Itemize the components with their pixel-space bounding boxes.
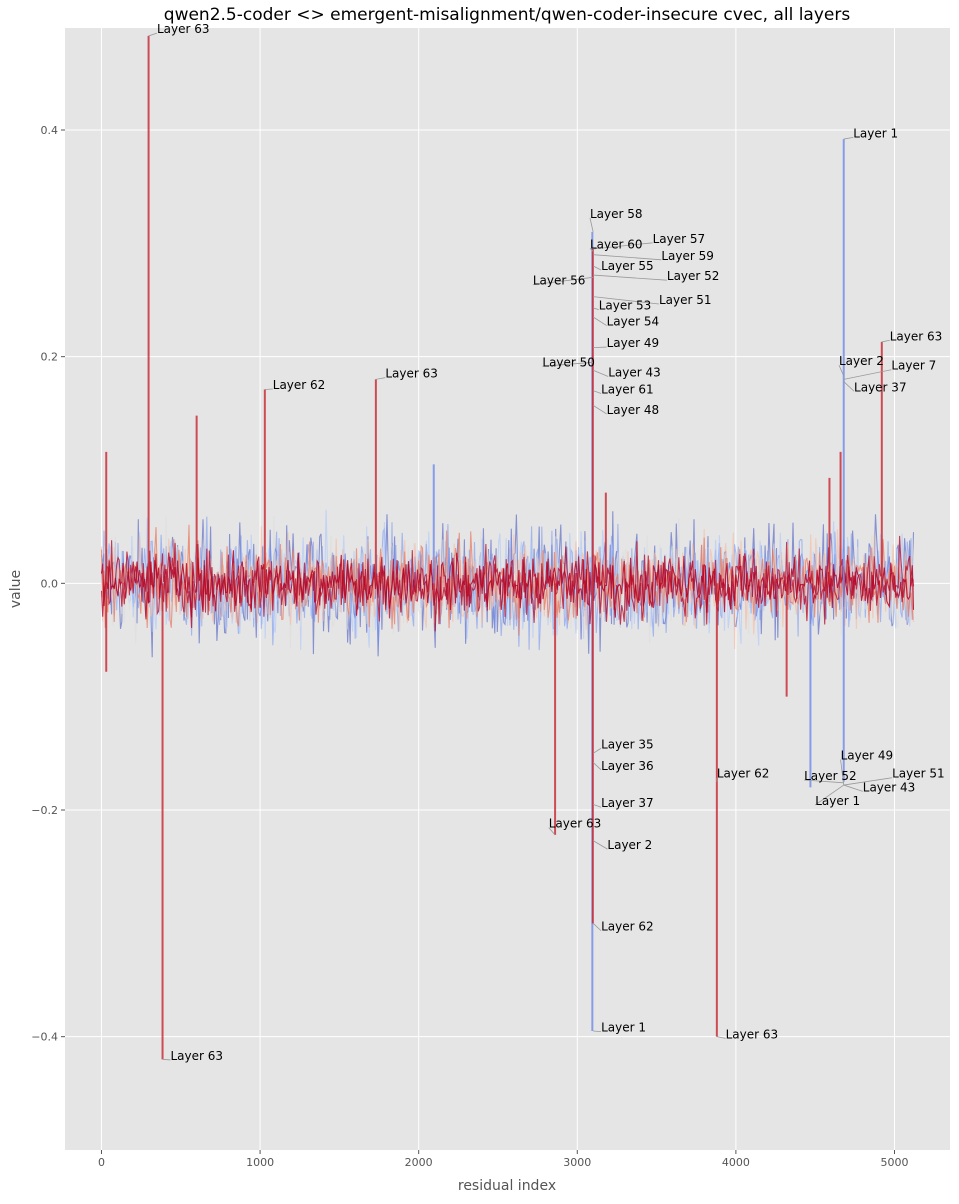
annotation-label: Layer 1	[853, 126, 898, 140]
annotation-label: Layer 58	[590, 207, 643, 221]
annotation-label: Layer 53	[599, 299, 652, 313]
annotation-leader	[375, 377, 386, 380]
annotation-label: Layer 54	[607, 315, 660, 329]
annotation-leader	[593, 390, 602, 394]
annotation-leader	[593, 274, 667, 281]
annotation-label: Layer 7	[891, 359, 936, 373]
annotation-label: Layer 63	[157, 22, 210, 36]
annotation-label: Layer 49	[607, 336, 660, 350]
x-tick-label: 1000	[246, 1156, 274, 1169]
annotation-leader	[716, 1036, 726, 1039]
annotation-leader	[589, 248, 594, 252]
annotation-label: Layer 51	[659, 293, 712, 307]
annotation-leader	[592, 369, 609, 377]
x-tick-label: 2000	[405, 1156, 433, 1169]
annotation-leader	[592, 923, 602, 932]
y-tick-label: −0.2	[31, 804, 58, 817]
annotation-leader	[804, 779, 844, 784]
annotations: Layer 63 Layer 62 Layer 63 Layer 1 Layer 58 L…	[148, 22, 945, 1063]
annotation-label: Layer 48	[607, 403, 660, 417]
noise-band	[100, 509, 915, 658]
spikes	[105, 35, 883, 1060]
annotation-label: Layer 62	[273, 378, 326, 392]
annotation-label: Layer 43	[863, 780, 916, 794]
annotation-leader	[162, 1058, 171, 1061]
annotation-leader	[593, 307, 599, 311]
annotation-label: Layer 37	[854, 380, 907, 394]
annotation-label: Layer 49	[841, 749, 894, 763]
annotation-label: Layer 62	[601, 920, 654, 934]
y-tick-label: −0.4	[31, 1031, 58, 1044]
layer-trace	[100, 550, 915, 618]
annotation-leader	[592, 316, 607, 326]
annotation-label: Layer 52	[804, 769, 857, 783]
annotation-label: Layer 36	[601, 759, 654, 773]
annotation-leader	[532, 276, 594, 286]
chart-title: qwen2.5-coder <> emergent-misalignment/q…	[164, 5, 851, 25]
annotation-label: Layer 51	[892, 767, 945, 781]
layer-trace	[100, 535, 915, 632]
annotation-leader	[843, 777, 893, 786]
annotation-leader	[814, 784, 844, 806]
annotation-label: Layer 63	[549, 817, 602, 831]
annotation-leader	[542, 361, 594, 367]
annotation-label: Layer 37	[601, 796, 654, 810]
x-tick-label: 3000	[563, 1156, 591, 1169]
annotation-leader	[589, 217, 594, 233]
annotation-leader	[843, 137, 854, 140]
annotation-label: Layer 63	[170, 1049, 223, 1063]
layer-trace	[100, 524, 915, 636]
y-axis-label: value	[8, 570, 24, 608]
annotation-label: Layer 63	[890, 329, 943, 343]
annotation-leader	[593, 254, 662, 261]
annotation-label: Layer 56	[533, 274, 586, 288]
annotation-leader	[843, 369, 892, 380]
annotation-leader	[593, 803, 602, 808]
y-tick-label: 0.2	[41, 351, 59, 364]
x-tick-label: 5000	[880, 1156, 908, 1169]
annotation-label: Layer 62	[717, 767, 770, 781]
annotation-label: Layer 1	[815, 794, 860, 808]
annotation-leader	[838, 365, 845, 377]
annotation-leader	[881, 339, 890, 343]
annotation-leader	[592, 840, 608, 850]
annotation-leader	[593, 346, 607, 348]
annotation-label: Layer 63	[726, 1027, 779, 1041]
annotation-label: Layer 43	[608, 366, 661, 380]
annotation-label: Layer 35	[601, 737, 654, 751]
annotation-leader	[592, 747, 602, 754]
annotation-label: Layer 52	[667, 269, 720, 283]
ticks: 0 1000 2000 3000 4000 5000 −0.4 −0.2 0.0 0.2 0.4	[31, 124, 908, 1169]
annotation-leader	[592, 405, 607, 415]
annotation-label: Layer 55	[601, 259, 654, 273]
annotation-label: Layer 63	[385, 367, 438, 381]
annotation-leader	[264, 388, 273, 390]
annotation-label: Layer 2	[607, 838, 652, 852]
annotation-leader	[592, 762, 602, 771]
annotation-leader	[840, 759, 845, 786]
annotation-leader	[593, 242, 653, 250]
annotation-leader	[843, 784, 863, 792]
annotation-leader	[593, 296, 660, 305]
annotation-label: Layer 61	[601, 383, 654, 397]
annotation-label: Layer 1	[601, 1021, 646, 1035]
annotation-leader	[593, 1030, 602, 1032]
annotation-leader	[548, 827, 556, 836]
y-tick-label: 0.4	[41, 124, 59, 137]
annotation-label: Layer 50	[542, 355, 595, 369]
x-tick-label: 0	[98, 1156, 105, 1169]
annotation-label: Layer 60	[590, 237, 643, 251]
x-tick-label: 4000	[722, 1156, 750, 1169]
annotation-label: Layer 57	[653, 232, 706, 246]
annotation-leader	[592, 265, 602, 271]
y-tick-label: 0.0	[41, 577, 59, 590]
x-axis-label: residual index	[458, 1178, 556, 1194]
annotation-label: Layer 59	[661, 249, 714, 263]
annotation-leader	[843, 381, 855, 392]
annotation-leader	[148, 32, 158, 37]
annotation-label: Layer 2	[839, 354, 884, 368]
